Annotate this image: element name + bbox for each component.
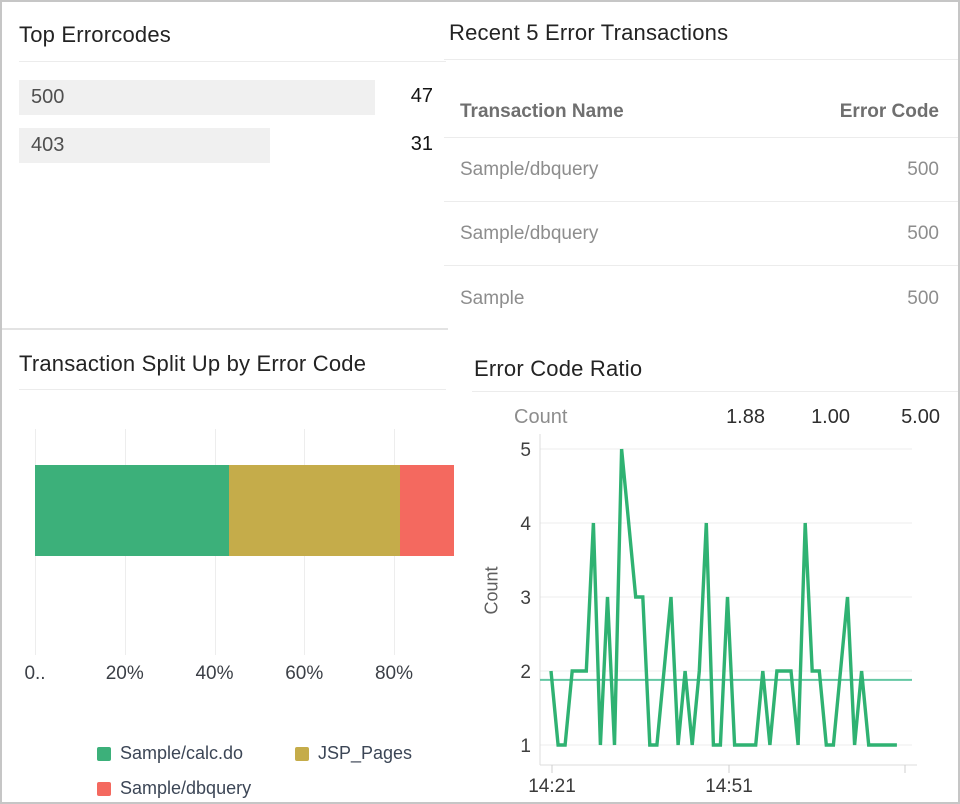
error-code-cell: 500	[907, 158, 939, 180]
split-x-tick-label: 40%	[195, 663, 234, 684]
error-ratio-title: Error Code Ratio	[474, 356, 643, 381]
table-header-row: Transaction Name Error Code	[444, 59, 958, 138]
transaction-name-cell: Sample/dbquery	[460, 158, 599, 180]
recent-errors-table: Transaction Name Error Code Sample/dbque…	[444, 59, 958, 332]
column-header-transaction-name: Transaction Name	[460, 101, 624, 122]
y-tick-label: 3	[520, 588, 531, 609]
legend-label: JSP_Pages	[318, 743, 413, 763]
divider	[19, 61, 446, 62]
stack-segment[interactable]	[400, 465, 455, 556]
split-x-tick-label: 60%	[285, 663, 324, 684]
divider	[444, 59, 958, 60]
error-code-cell: 500	[907, 288, 939, 309]
legend-item[interactable]: Sample/calc.do	[97, 743, 243, 764]
errorcode-label: 403	[31, 134, 65, 156]
errorcode-value: 47	[410, 85, 433, 107]
legend-label: Sample/dbquery	[120, 778, 252, 798]
recent-errors-title: Recent 5 Error Transactions	[449, 20, 729, 45]
panel-gutter	[2, 328, 448, 330]
divider	[19, 389, 446, 390]
transaction-name-cell: Sample	[460, 288, 525, 309]
split-up-title: Transaction Split Up by Error Code	[19, 351, 367, 376]
legend-item[interactable]: JSP_Pages	[295, 743, 412, 764]
split-x-tick-label: 20%	[105, 663, 144, 684]
ratio-summary-label: Count	[514, 406, 568, 428]
stack-segment[interactable]	[35, 465, 229, 556]
errorcode-value: 31	[410, 133, 433, 155]
stack-segment[interactable]	[228, 465, 401, 556]
count-series-line[interactable]	[549, 448, 897, 747]
errorcode-row: 403 31	[19, 128, 433, 163]
legend-swatch	[97, 746, 111, 761]
top-errorcodes-title: Top Errorcodes	[19, 22, 171, 47]
legend-label: Sample/calc.do	[120, 743, 244, 763]
ratio-summary-max: 5.00	[901, 406, 940, 428]
legend-item[interactable]: Sample/dbquery	[97, 778, 251, 799]
x-tick-label: 14:51	[705, 776, 753, 797]
y-tick-label: 1	[520, 736, 531, 757]
legend-swatch	[295, 746, 309, 761]
table-row[interactable]: Sample/dbquery 500	[444, 138, 958, 202]
errorcode-row: 500 47	[19, 80, 433, 115]
transaction-name-cell: Sample/dbquery	[460, 222, 599, 244]
x-tick-label: 14:21	[528, 776, 576, 797]
split-x-tick-label: 0..	[24, 663, 46, 684]
y-tick-label: 4	[520, 514, 531, 535]
error-ratio-chart: 5 4 3 2 1 14:21 14:51	[520, 434, 917, 797]
divider	[472, 391, 958, 392]
errorcode-bar-list: 500 47 403 31	[19, 80, 433, 176]
ratio-summary-avg: 1.88	[726, 406, 765, 428]
error-code-cell: 500	[907, 222, 939, 244]
table-body: Sample/dbquery 500 Sample/dbquery 500 Sample…	[444, 138, 958, 332]
stacked-bar	[35, 465, 455, 556]
table-row[interactable]: Sample 500	[444, 266, 958, 332]
column-header-error-code: Error Code	[839, 101, 939, 122]
y-tick-label: 5	[520, 440, 531, 461]
table-row[interactable]: Sample/dbquery 500	[444, 202, 958, 266]
split-x-tick-label: 80%	[374, 663, 414, 684]
legend-swatch	[97, 781, 111, 796]
errorcode-bar[interactable]: 500	[19, 80, 375, 115]
y-tick-label: 2	[520, 662, 531, 683]
errorcode-bar[interactable]: 403	[19, 128, 270, 163]
errorcode-label: 500	[31, 86, 65, 108]
ratio-summary-min: 1.00	[811, 406, 850, 428]
ratio-y-axis-label: Count	[481, 566, 502, 615]
